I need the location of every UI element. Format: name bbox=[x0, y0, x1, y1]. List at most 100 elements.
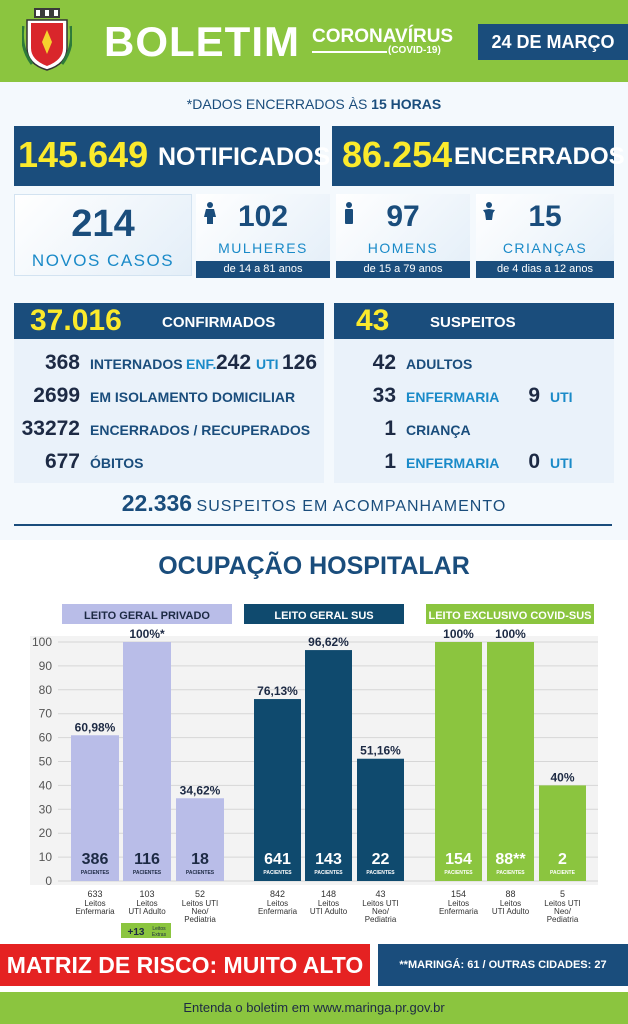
hospital-occupancy-chart: 0 10 20 30 40 50 60 70 80 90 100 LEITO GERAL PRIVAD… bbox=[30, 604, 598, 938]
bar-percent-label: 40% bbox=[550, 770, 574, 784]
homens-value: 97 bbox=[386, 200, 420, 233]
recuperados-label: ENCERRADOS / RECUPERADOS bbox=[90, 422, 311, 438]
bar-patients-caption: PACIENTES bbox=[444, 870, 473, 876]
bar-bed-type-label: Leitos bbox=[448, 899, 469, 908]
bar-patients-value: 116 bbox=[134, 851, 160, 868]
panel-title: LEITO GERAL SUS bbox=[274, 610, 373, 622]
encerrados-value: 86.254 bbox=[342, 134, 453, 175]
confirmados-label: CONFIRMADOS bbox=[162, 314, 276, 331]
ocupacao-title: OCUPAÇÃO HOSPITALAR bbox=[158, 552, 470, 580]
suspeitos-acompanhamento: 22.336 SUSPEITOS EM ACOMPANHAMENTO bbox=[0, 490, 628, 517]
bar-bed-type-label: Pediatria bbox=[547, 915, 579, 924]
extra-beds-label: Leitos bbox=[152, 926, 166, 932]
bar-bed-type-label: Neo/ bbox=[192, 907, 210, 916]
bar-bed-type-label: Leitos UTI bbox=[544, 899, 580, 908]
bar-patients-value: 18 bbox=[191, 851, 209, 868]
bar-patients-value: 22 bbox=[372, 851, 390, 868]
bar-patients-caption: PACIENTES bbox=[496, 870, 525, 876]
y-tick-label: 20 bbox=[39, 826, 53, 840]
encerrados-label: ENCERRADOS bbox=[454, 143, 625, 170]
panel-title: LEITO GERAL PRIVADO bbox=[84, 610, 210, 622]
bar-bed-type-label: Pediatria bbox=[365, 915, 397, 924]
suspeitos-internados-header: 43 SUSPEITOS INTERNADOS bbox=[334, 303, 614, 367]
bar-bed-type-label: Leitos bbox=[318, 899, 339, 908]
bar-beds-value: 148 bbox=[321, 889, 336, 899]
internados-uti-label: UTI bbox=[256, 356, 279, 372]
bar-bed-type-label: UTI Adulto bbox=[128, 907, 166, 916]
bar-bed-type-label: Leitos bbox=[267, 899, 288, 908]
y-tick-label: 30 bbox=[39, 802, 53, 816]
confirmados-body: 368 INTERNADOS ENF. 242 UTI 126 2699 EM … bbox=[14, 339, 324, 483]
crianca-value: 1 bbox=[384, 417, 396, 440]
bar-beds-value: 154 bbox=[451, 889, 466, 899]
bar-patients-value: 143 bbox=[315, 851, 342, 868]
cutoff-prefix: *DADOS ENCERRADOS ÀS bbox=[186, 96, 368, 112]
homens-age-range: de 15 a 79 anos bbox=[336, 261, 470, 278]
bar-beds-value: 43 bbox=[375, 889, 385, 899]
risk-matrix-banner: MATRIZ DE RISCO: MUITO ALTO bbox=[0, 944, 370, 986]
maringa-note-box: **MARINGÁ: 61 / OUTRAS CIDADES: 27 bbox=[378, 944, 628, 986]
footer-bar: Entenda o boletim em www.maringa.pr.gov.… bbox=[0, 992, 628, 1024]
date-badge: 24 DE MARÇO bbox=[478, 24, 628, 60]
encerrados-box: 86.254 ENCERRADOS bbox=[332, 126, 625, 186]
adultos-uti-value: 9 bbox=[528, 384, 540, 407]
bar-bed-type-label: Leitos bbox=[136, 899, 157, 908]
bar-bed-type-label: Enfermaria bbox=[75, 907, 115, 916]
homens-card: 97 HOMENS de 15 a 79 anos bbox=[336, 194, 470, 278]
novos-casos-value: 214 bbox=[71, 203, 135, 245]
extra-beds-value: +13 bbox=[128, 927, 145, 938]
y-tick-label: 50 bbox=[39, 755, 53, 769]
bar-bed-type-label: Pediatria bbox=[184, 915, 216, 924]
bar-bed-type-label: UTI Adulto bbox=[310, 907, 348, 916]
adultos-value: 42 bbox=[372, 351, 396, 374]
internados-uti-value: 126 bbox=[282, 351, 318, 374]
crianca-enfermaria-value: 1 bbox=[384, 450, 396, 473]
bar-percent-label: 60,98% bbox=[75, 720, 116, 734]
extra-beds-label: Extras bbox=[152, 932, 167, 938]
crianca-uti-label: UTI bbox=[550, 455, 573, 471]
panel-title-bar bbox=[426, 604, 594, 624]
bar-patients-value: 386 bbox=[82, 851, 109, 868]
bar-beds-value: 88 bbox=[505, 889, 515, 899]
y-tick-label: 0 bbox=[45, 874, 52, 888]
crianca-enfermaria-label: ENFERMARIA bbox=[406, 455, 500, 471]
bar-patients-caption: PACIENTES bbox=[133, 870, 162, 876]
obitos-label: ÓBITOS bbox=[90, 455, 144, 471]
adultos-enfermaria-value: 33 bbox=[372, 384, 396, 407]
footer-website-text[interactable]: Entenda o boletim em www.maringa.pr.gov.… bbox=[183, 1000, 445, 1015]
internados-label: INTERNADOS bbox=[90, 356, 183, 372]
coronavirus-subtitle: CORONAVÍRUS bbox=[312, 26, 454, 47]
man-icon bbox=[345, 202, 353, 224]
adultos-uti-label: UTI bbox=[550, 389, 573, 405]
bar-beds-value: 5 bbox=[560, 889, 565, 899]
cutoff-hours: 15 HORAS bbox=[371, 96, 442, 112]
covid19-label: (COVID-19) bbox=[388, 45, 441, 56]
crianca-label: CRIANÇA bbox=[406, 422, 471, 438]
bar bbox=[71, 735, 119, 881]
y-tick-label: 90 bbox=[39, 659, 53, 673]
panel-title: LEITO EXCLUSIVO COVID-SUS bbox=[429, 610, 592, 622]
bar bbox=[305, 650, 352, 881]
bar bbox=[357, 758, 404, 881]
bar-beds-value: 52 bbox=[195, 889, 205, 899]
notificados-label: NOTIFICADOS bbox=[158, 143, 331, 171]
mulheres-label: MULHERES bbox=[218, 240, 308, 256]
isolamento-label: EM ISOLAMENTO DOMICILIAR bbox=[90, 389, 296, 405]
bar-percent-label: 51,16% bbox=[360, 744, 401, 758]
child-icon bbox=[483, 202, 495, 220]
bar bbox=[176, 798, 224, 881]
bar-percent-label: 76,13% bbox=[257, 684, 298, 698]
bar-percent-label: 100% bbox=[495, 627, 526, 641]
bar-bed-type-label: Enfermaria bbox=[258, 907, 298, 916]
bar-bed-type-label: Leitos UTI bbox=[362, 899, 398, 908]
criancas-label: CRIANÇAS bbox=[502, 240, 588, 256]
bar-beds-value: 842 bbox=[270, 889, 285, 899]
bar bbox=[539, 785, 586, 881]
bar-patients-caption: PACIENTES bbox=[81, 870, 110, 876]
bar-beds-value: 103 bbox=[139, 889, 154, 899]
crianca-uti-value: 0 bbox=[528, 450, 540, 473]
y-tick-label: 40 bbox=[39, 778, 53, 792]
section-divider bbox=[14, 524, 612, 526]
panel-title-bar bbox=[62, 604, 232, 624]
suspeitos-internados-body: 42 ADULTOS 33 ENFERMARIA 9 UTI 1 CRIANÇA… bbox=[334, 339, 614, 483]
